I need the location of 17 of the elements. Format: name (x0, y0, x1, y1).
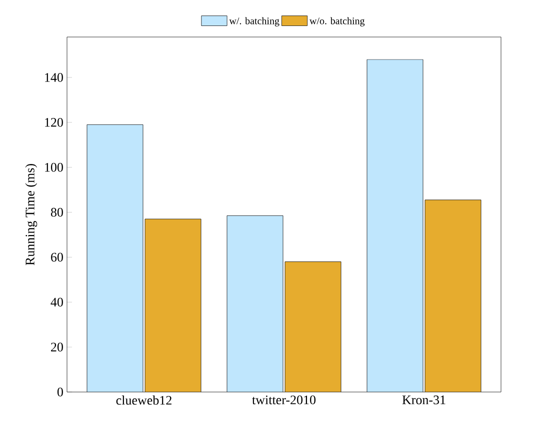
x-tick-label: Kron-31 (402, 396, 446, 404)
x-tick-label: twitter-2010 (252, 396, 316, 404)
legend-label: w/. batching (229, 17, 280, 26)
y-tick-label: 20 (51, 342, 63, 352)
y-tick-label: 0 (57, 388, 63, 396)
legend-label: w/o. batching (310, 17, 365, 26)
y-tick-label: 60 (51, 252, 63, 262)
bar (144, 218, 202, 392)
bar (424, 200, 482, 392)
x-tick-label: clueweb12 (116, 396, 172, 405)
y-tick-label: 40 (50, 298, 63, 307)
y-tick-label: 140 (45, 73, 63, 82)
y-tick-label: 100 (45, 162, 63, 172)
y-tick-label: 80 (50, 208, 63, 217)
bar (284, 261, 342, 392)
y-axis-title: Running Time (ms) (25, 164, 38, 266)
y-tick-label: 120 (45, 118, 63, 127)
